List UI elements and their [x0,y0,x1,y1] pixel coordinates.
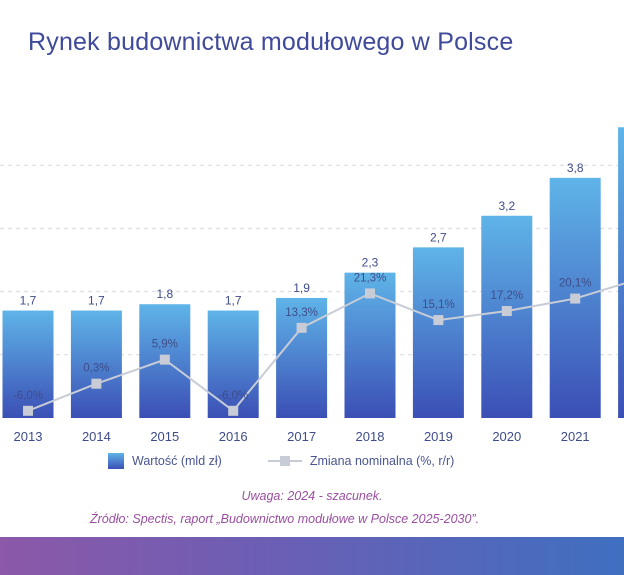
line-value-label: 15,1% [422,299,455,311]
line-value-label: -6,0% [13,390,43,402]
x-tick-label: 2015 [150,429,179,444]
bar [276,297,328,418]
line-value-label: 17,2% [490,290,523,302]
bar-value-label: 3,2 [498,199,515,213]
x-tick-label: 2014 [82,429,111,444]
footer-band [0,537,624,575]
legend-line-swatch [267,453,302,469]
bar-series: 1,71,71,81,71,92,32,73,23,84 [2,127,624,418]
x-tick-label: 2021 [561,429,590,444]
line-marker [228,405,239,416]
chart-source: Źródło: Spectis, raport „Budownictwo mod… [90,512,480,526]
bar-value-label: 2,3 [362,256,379,270]
line-marker [365,288,375,299]
bar [412,247,464,418]
bar [70,310,122,418]
bar-value-label: 1,7 [20,294,37,308]
bar [618,127,624,418]
line-value-label: 13,3% [285,307,318,319]
chart-title: Rynek budownictwa modułowego w Polsce [28,28,514,56]
line-path [27,282,624,413]
line-value-label: 5,9% [152,339,178,351]
x-tick-label: 2016 [219,429,248,444]
line-marker [23,405,33,416]
line-value-label: -6,0% [218,390,248,402]
legend-line-label: Zmiana nominalna (%, r/r) [309,454,455,468]
bar-value-label: 1,9 [293,281,310,295]
line-marker [570,293,581,304]
bar [481,215,533,418]
chart-svg: 1,71,71,81,71,92,32,73,23,84 -6,0%0,3%5,… [0,127,624,444]
bar-value-label: 3,8 [567,161,584,175]
legend: Wartość (mld zł) Zmiana nominalna (%, r/… [108,451,454,471]
line-value-label: 20,1% [559,278,592,290]
bar [207,310,259,418]
x-tick-label: 2018 [356,429,385,444]
line-marker [296,322,307,333]
chart-note: Uwaga: 2024 - szacunek. [241,489,383,503]
x-tick-label: 2019 [424,429,453,444]
bar-value-label: 1,7 [225,294,242,308]
line-marker [91,378,102,389]
bar-value-label: 1,7 [88,294,105,308]
bar-value-label: 2,7 [430,230,447,244]
legend-bar-label: Wartość (mld zł) [132,454,222,468]
line-value-label: 21,3% [354,272,387,284]
line-marker [501,306,512,317]
legend-bar-swatch [108,453,124,469]
x-tick-label: 2020 [492,429,521,444]
x-tick-label: 2017 [287,429,316,444]
line-marker [159,354,170,365]
line-series: -6,0% 0,3% 5,9% -6,0% 13,3% 21,3% 15,1% 17,2% 20… [13,272,624,416]
x-axis-ticks: 20132014201520162017201820192020202120 [14,429,590,444]
line-marker [433,315,444,326]
bar [2,310,54,418]
x-tick-label: 2013 [14,429,43,444]
bar-value-label: 1,8 [156,287,173,301]
line-value-label: 0,3% [83,363,109,375]
